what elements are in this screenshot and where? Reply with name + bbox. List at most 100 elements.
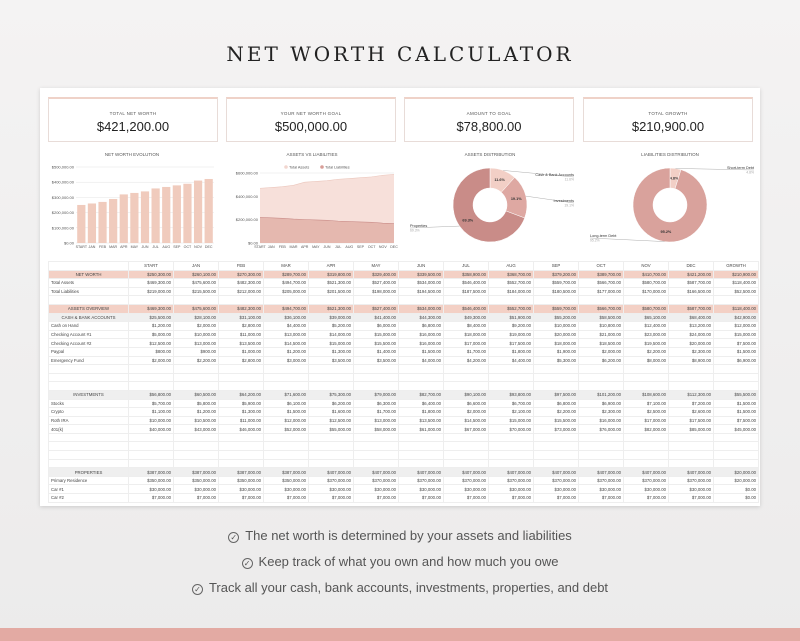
table-cell[interactable]: $52,500.00 (713, 286, 759, 297)
table-cell[interactable]: $5,900.00 (218, 398, 264, 409)
table-cell[interactable] (173, 381, 219, 391)
table-cell[interactable]: $358,900.00 (443, 269, 489, 280)
table-cell[interactable]: $40,000.00 (128, 424, 174, 434)
table-cell[interactable] (488, 432, 534, 443)
table-cell[interactable] (398, 432, 444, 443)
table-cell[interactable] (713, 450, 759, 460)
table-cell[interactable] (668, 432, 714, 443)
table-cell[interactable]: $527,400.00 (353, 278, 399, 288)
table-cell[interactable]: $52,000.00 (263, 424, 309, 434)
table-cell[interactable]: $379,200.00 (533, 269, 579, 280)
table-cell[interactable] (173, 295, 219, 305)
table-cell[interactable]: $8,900.00 (668, 355, 714, 366)
table-cell[interactable]: $118,400.00 (713, 278, 759, 288)
table-cell[interactable]: $55,200.00 (533, 312, 579, 323)
table-cell[interactable]: MAR (263, 261, 309, 271)
table-cell[interactable]: $7,000.00 (578, 493, 624, 503)
table-cell[interactable]: $407,000.00 (353, 467, 399, 477)
table-cell[interactable]: $559,700.00 (533, 278, 579, 288)
table-cell[interactable]: $12,000.00 (713, 321, 759, 331)
table-cell[interactable]: $421,200.00 (668, 269, 714, 280)
table-cell[interactable] (623, 295, 669, 305)
table-cell[interactable]: START (128, 261, 174, 271)
table-cell[interactable] (443, 450, 489, 460)
table-cell[interactable] (443, 432, 489, 443)
table-cell[interactable]: $350,000.00 (128, 475, 174, 486)
table-cell[interactable] (443, 381, 489, 391)
table-cell[interactable]: $7,100.00 (623, 398, 669, 409)
table-cell[interactable] (353, 295, 399, 305)
table-cell[interactable]: $475,600.00 (173, 303, 219, 314)
table-cell[interactable]: $14,500.00 (263, 338, 309, 348)
table-cell[interactable]: $1,200.00 (173, 407, 219, 417)
table-cell[interactable]: $0.00 (713, 493, 759, 503)
table-cell[interactable] (488, 372, 534, 383)
table-cell[interactable] (668, 364, 714, 374)
table-cell[interactable]: $13,500.00 (398, 415, 444, 426)
table-cell[interactable] (308, 441, 354, 452)
table-cell[interactable]: $527,400.00 (353, 303, 399, 314)
table-cell[interactable]: $25,500.00 (128, 312, 174, 323)
table-cell[interactable] (218, 295, 264, 305)
table-cell[interactable] (218, 441, 264, 452)
table-cell[interactable] (668, 441, 714, 452)
table-cell[interactable]: $19,500.00 (623, 338, 669, 348)
table-cell[interactable]: $17,500.00 (668, 415, 714, 426)
table-cell[interactable]: $13,000.00 (173, 338, 219, 348)
table-cell[interactable]: DEC (668, 261, 714, 271)
table-cell[interactable]: $17,000.00 (443, 338, 489, 348)
table-cell[interactable]: $1,700.00 (353, 407, 399, 417)
table-cell[interactable] (398, 364, 444, 374)
table-cell[interactable]: $9,200.00 (488, 321, 534, 331)
table-cell[interactable]: $407,000.00 (308, 467, 354, 477)
table-cell[interactable] (173, 450, 219, 460)
table-cell[interactable]: $370,000.00 (353, 475, 399, 486)
table-cell[interactable] (308, 450, 354, 460)
table-cell[interactable]: $350,000.00 (173, 475, 219, 486)
table-cell[interactable] (398, 295, 444, 305)
table-cell[interactable]: $6,800.00 (533, 398, 579, 409)
table-cell[interactable]: $900.00 (173, 346, 219, 357)
table-cell[interactable] (398, 450, 444, 460)
table-cell[interactable]: $2,600.00 (668, 407, 714, 417)
table-cell[interactable]: APR (308, 261, 354, 271)
table-cell[interactable]: $180,500.00 (533, 286, 579, 297)
table-cell[interactable]: $30,000.00 (578, 484, 624, 495)
table-cell[interactable]: $30,000.00 (353, 484, 399, 495)
table-cell[interactable] (263, 364, 309, 374)
table-cell[interactable] (578, 450, 624, 460)
table-cell[interactable]: $7,500.00 (713, 415, 759, 426)
table-cell[interactable]: $177,000.00 (578, 286, 624, 297)
table-cell[interactable]: $387,000.00 (173, 467, 219, 477)
table-cell[interactable]: $1,900.00 (533, 346, 579, 357)
table-cell[interactable] (578, 364, 624, 374)
table-cell[interactable]: $201,500.00 (308, 286, 354, 297)
table-cell[interactable] (488, 450, 534, 460)
table-cell[interactable]: $1,100.00 (128, 407, 174, 417)
table-cell[interactable]: $55,500.00 (713, 389, 759, 400)
table-cell[interactable]: $407,000.00 (668, 467, 714, 477)
table-cell[interactable]: $3,500.00 (353, 355, 399, 366)
table-cell[interactable]: $407,000.00 (488, 467, 534, 477)
table-cell[interactable] (623, 432, 669, 443)
table-cell[interactable]: $1,500.00 (713, 407, 759, 417)
table-cell[interactable]: SEP (533, 261, 579, 271)
table-cell[interactable] (443, 441, 489, 452)
table-cell[interactable]: $289,700.00 (263, 269, 309, 280)
table-cell[interactable] (578, 441, 624, 452)
table-cell[interactable]: $17,500.00 (488, 338, 534, 348)
table-cell[interactable]: $1,200.00 (128, 321, 174, 331)
table-cell[interactable]: $21,000.00 (578, 329, 624, 340)
table-cell[interactable]: JAN (173, 261, 219, 271)
table-cell[interactable]: $6,800.00 (398, 321, 444, 331)
table-cell[interactable] (218, 364, 264, 374)
table-cell[interactable]: $12,400.00 (623, 321, 669, 331)
table-cell[interactable]: $407,000.00 (578, 467, 624, 477)
table-cell[interactable]: $6,400.00 (398, 398, 444, 409)
table-cell[interactable]: $7,500.00 (713, 338, 759, 348)
table-cell[interactable]: $82,700.00 (398, 389, 444, 400)
table-cell[interactable]: $90,100.00 (443, 389, 489, 400)
table-cell[interactable]: $566,700.00 (578, 278, 624, 288)
table-cell[interactable]: $56,800.00 (128, 389, 174, 400)
table-cell[interactable]: $534,000.00 (398, 278, 444, 288)
